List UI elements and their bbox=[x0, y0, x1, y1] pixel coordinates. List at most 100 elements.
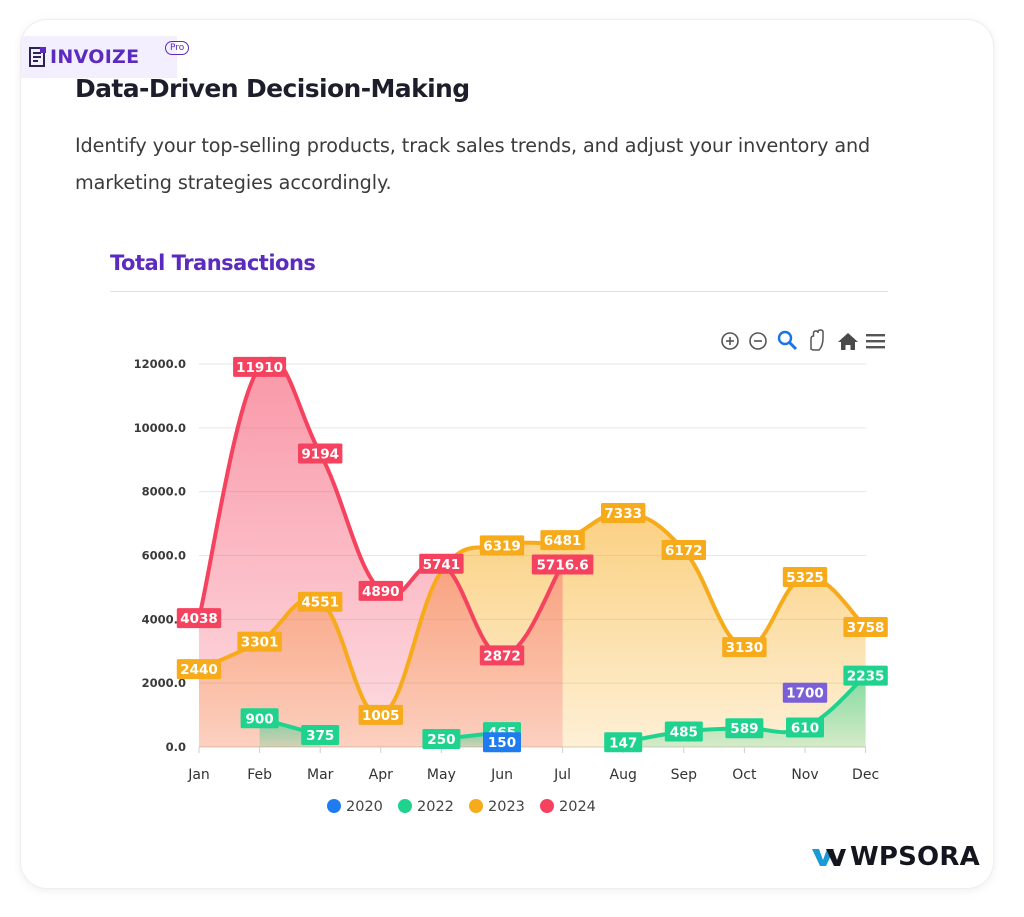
data-label: 5716.6 bbox=[537, 558, 589, 574]
legend-item-2022[interactable]: 2022 bbox=[398, 799, 454, 815]
data-labels: 2440 3301 4551 1005 6319 6481 7333 6172 3130 5325… bbox=[176, 356, 888, 753]
invoice-document-icon bbox=[29, 47, 46, 67]
data-label-box bbox=[240, 708, 279, 729]
section-heading: Data-Driven Decision-Making bbox=[75, 74, 470, 103]
data-label-box bbox=[237, 631, 282, 652]
data-label-box bbox=[176, 608, 222, 629]
data-label-box bbox=[540, 530, 585, 551]
x-tick-label: Jul bbox=[553, 767, 571, 783]
x-tick-label: Nov bbox=[791, 767, 818, 783]
data-label: 250 bbox=[427, 732, 455, 748]
data-label-box bbox=[358, 580, 403, 601]
x-tick-label: Apr bbox=[369, 767, 393, 783]
invoize-logo: INVOIZE Pro bbox=[21, 36, 190, 78]
data-label-box bbox=[782, 567, 828, 588]
data-label-box bbox=[725, 718, 764, 739]
data-label: 7333 bbox=[604, 506, 642, 522]
data-label: 1700 bbox=[786, 686, 824, 702]
data-label: 5741 bbox=[423, 557, 461, 573]
data-label: 3758 bbox=[847, 620, 885, 636]
data-label: 2235 bbox=[847, 669, 885, 685]
data-label-box bbox=[358, 704, 403, 725]
magnify-icon[interactable] bbox=[777, 330, 798, 351]
legend-item-2023[interactable]: 2023 bbox=[469, 799, 525, 815]
logo-name: INVOIZE bbox=[50, 46, 140, 68]
data-label: 4890 bbox=[362, 584, 400, 600]
y-tick-label: 6000.0 bbox=[142, 549, 186, 563]
zoom-out-icon[interactable] bbox=[749, 332, 767, 350]
menu-icon[interactable] bbox=[866, 334, 885, 349]
series-areas bbox=[199, 358, 866, 747]
data-label: 9194 bbox=[301, 447, 339, 463]
pan-hand-icon[interactable] bbox=[810, 329, 824, 351]
data-label: 3301 bbox=[241, 635, 279, 651]
data-label-box bbox=[298, 443, 343, 464]
data-label: 1005 bbox=[362, 708, 400, 724]
chart-title: Total Transactions bbox=[110, 251, 316, 275]
data-label-box bbox=[843, 665, 888, 686]
x-tick-label: Dec bbox=[852, 767, 879, 783]
data-label: 589 bbox=[730, 721, 758, 737]
data-label: 485 bbox=[670, 725, 698, 741]
data-label: 900 bbox=[246, 711, 274, 727]
y-tick-label: 0.0 bbox=[166, 740, 186, 754]
section-description: Identify your top-selling products, trac… bbox=[75, 134, 871, 194]
data-label: 375 bbox=[306, 728, 334, 744]
data-label: 2440 bbox=[180, 662, 218, 678]
area-2024 bbox=[199, 358, 563, 747]
y-tick-label: 8000.0 bbox=[142, 485, 186, 499]
legend-item-2024[interactable]: 2024 bbox=[540, 799, 596, 815]
legend-item-2020[interactable]: 2020 bbox=[327, 799, 383, 815]
x-tick-label: Jan bbox=[187, 767, 210, 783]
wpsora-logo-icon bbox=[812, 849, 846, 866]
data-label: 3130 bbox=[726, 640, 764, 656]
data-label-box bbox=[782, 682, 828, 703]
data-label-box bbox=[176, 659, 222, 680]
chart-title-divider bbox=[110, 291, 888, 292]
y-tick-label: 12000.0 bbox=[134, 357, 186, 371]
data-label: 2872 bbox=[483, 648, 521, 664]
data-label-box bbox=[531, 554, 594, 575]
data-label: 6481 bbox=[544, 533, 582, 549]
data-label-box bbox=[664, 721, 703, 742]
x-axis: Jan Feb Mar Apr May Jun Jul Aug Sep Oct Nov Dec bbox=[187, 746, 879, 783]
data-label-box bbox=[604, 732, 643, 753]
y-tick-label: 2000.0 bbox=[142, 676, 186, 690]
legend-marker bbox=[398, 799, 412, 813]
legend-label: 2023 bbox=[488, 799, 525, 815]
data-label-box bbox=[301, 725, 340, 746]
data-label-box bbox=[479, 535, 525, 556]
brand-name: WPSORA bbox=[850, 842, 980, 872]
chart-legend: 2020 2022 2023 2024 bbox=[327, 799, 596, 815]
x-tick-label: Feb bbox=[247, 767, 272, 783]
zoom-in-icon[interactable] bbox=[721, 332, 739, 350]
x-tick-label: Oct bbox=[732, 767, 757, 783]
data-label-box bbox=[786, 717, 824, 738]
data-label-box bbox=[419, 553, 464, 574]
x-tick-label: Jun bbox=[490, 767, 513, 783]
y-axis-ticks: 0.0 2000.0 4000.0 6000.0 8000.0 10000.0 12000.… bbox=[134, 357, 186, 754]
x-tick-label: Mar bbox=[307, 767, 334, 783]
data-label: 150 bbox=[488, 735, 516, 751]
x-tick-label: Aug bbox=[610, 767, 637, 783]
data-label: 5325 bbox=[786, 570, 824, 586]
data-label-box bbox=[722, 637, 767, 658]
legend-label: 2022 bbox=[417, 799, 454, 815]
legend-label: 2020 bbox=[346, 799, 383, 815]
data-label-box bbox=[422, 729, 461, 750]
data-label: 4551 bbox=[301, 595, 339, 611]
data-label-box bbox=[661, 540, 706, 561]
data-label: 4038 bbox=[180, 611, 218, 627]
data-label: 6172 bbox=[665, 543, 703, 559]
data-label-box bbox=[298, 591, 343, 612]
x-tick-label: Sep bbox=[671, 767, 698, 783]
data-label-box bbox=[483, 732, 521, 753]
legend-label: 2024 bbox=[559, 799, 596, 815]
wpsora-brand: WPSORA bbox=[812, 842, 980, 872]
data-label: 610 bbox=[791, 721, 819, 737]
home-icon[interactable] bbox=[838, 333, 858, 350]
y-tick-label: 4000.0 bbox=[142, 612, 186, 626]
x-tick-label: May bbox=[427, 767, 456, 783]
legend-marker bbox=[540, 799, 554, 813]
